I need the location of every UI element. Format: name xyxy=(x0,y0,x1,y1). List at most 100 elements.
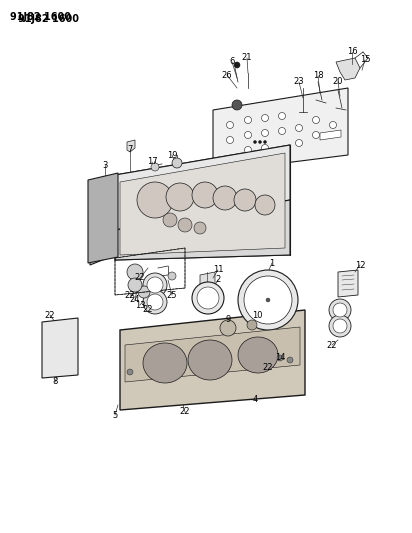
Circle shape xyxy=(258,141,262,143)
Circle shape xyxy=(128,278,142,292)
Circle shape xyxy=(147,277,163,293)
Text: 2: 2 xyxy=(215,276,220,285)
Circle shape xyxy=(227,136,234,143)
Circle shape xyxy=(197,287,219,309)
Circle shape xyxy=(255,195,275,215)
Polygon shape xyxy=(127,140,135,152)
Text: 22: 22 xyxy=(125,290,135,300)
Text: 13: 13 xyxy=(135,301,145,310)
Polygon shape xyxy=(120,310,305,410)
Circle shape xyxy=(329,315,351,337)
Circle shape xyxy=(312,117,319,124)
Polygon shape xyxy=(125,327,300,382)
Circle shape xyxy=(143,290,167,314)
Circle shape xyxy=(333,303,347,317)
Circle shape xyxy=(127,264,143,280)
Text: 22: 22 xyxy=(135,273,145,282)
Circle shape xyxy=(220,320,236,336)
Circle shape xyxy=(262,130,269,136)
Circle shape xyxy=(138,286,150,298)
Text: 22: 22 xyxy=(143,305,153,314)
Text: 26: 26 xyxy=(222,70,232,79)
Text: 10: 10 xyxy=(252,311,262,320)
Ellipse shape xyxy=(238,337,278,373)
Circle shape xyxy=(127,369,133,375)
Text: 5: 5 xyxy=(112,410,117,419)
Text: 22: 22 xyxy=(45,311,55,319)
Text: 22: 22 xyxy=(180,408,190,416)
Circle shape xyxy=(312,132,319,139)
Text: 8: 8 xyxy=(52,377,58,386)
Circle shape xyxy=(333,319,347,333)
Circle shape xyxy=(279,112,286,119)
Circle shape xyxy=(244,147,251,154)
Circle shape xyxy=(166,183,194,211)
Polygon shape xyxy=(120,153,285,255)
Circle shape xyxy=(247,320,257,330)
Text: 12: 12 xyxy=(355,261,365,270)
Text: 16: 16 xyxy=(346,47,357,56)
Circle shape xyxy=(213,186,237,210)
Circle shape xyxy=(232,100,242,110)
Circle shape xyxy=(295,125,302,132)
Polygon shape xyxy=(115,200,290,260)
Circle shape xyxy=(151,163,159,171)
Text: 24: 24 xyxy=(130,295,140,304)
Circle shape xyxy=(244,117,251,124)
Polygon shape xyxy=(42,318,78,378)
Circle shape xyxy=(266,298,270,302)
Text: 15: 15 xyxy=(360,55,370,64)
Circle shape xyxy=(172,158,182,168)
Circle shape xyxy=(234,189,256,211)
Circle shape xyxy=(264,141,267,143)
Polygon shape xyxy=(90,175,115,265)
Circle shape xyxy=(234,62,240,68)
Text: 19: 19 xyxy=(167,150,177,159)
Text: 1: 1 xyxy=(269,259,275,268)
Circle shape xyxy=(192,182,218,208)
Circle shape xyxy=(143,273,167,297)
Circle shape xyxy=(262,144,269,151)
Circle shape xyxy=(227,122,234,128)
Circle shape xyxy=(163,213,177,227)
Text: 91J82 1600: 91J82 1600 xyxy=(10,12,71,22)
Text: 21: 21 xyxy=(242,53,252,62)
Ellipse shape xyxy=(188,340,232,380)
Circle shape xyxy=(330,122,337,128)
Polygon shape xyxy=(88,173,118,263)
Polygon shape xyxy=(336,58,360,80)
Circle shape xyxy=(147,294,163,310)
Circle shape xyxy=(287,357,293,363)
Circle shape xyxy=(168,272,176,280)
Circle shape xyxy=(253,141,257,143)
Circle shape xyxy=(192,282,224,314)
Circle shape xyxy=(295,140,302,147)
Text: 9: 9 xyxy=(225,316,231,325)
Circle shape xyxy=(277,355,283,361)
Polygon shape xyxy=(320,130,341,140)
Circle shape xyxy=(194,222,206,234)
Polygon shape xyxy=(213,88,348,172)
Circle shape xyxy=(244,276,292,324)
Circle shape xyxy=(262,115,269,122)
Text: 4: 4 xyxy=(253,395,258,405)
Text: 3: 3 xyxy=(102,160,108,169)
Text: 11: 11 xyxy=(213,265,223,274)
Polygon shape xyxy=(200,272,215,288)
Circle shape xyxy=(329,299,351,321)
Text: 25: 25 xyxy=(167,290,177,300)
Circle shape xyxy=(178,218,192,232)
Text: 7: 7 xyxy=(127,146,133,155)
Polygon shape xyxy=(338,270,358,297)
Circle shape xyxy=(137,182,173,218)
Text: 18: 18 xyxy=(313,71,323,80)
Polygon shape xyxy=(115,145,290,230)
Text: 22: 22 xyxy=(263,362,273,372)
Text: 22: 22 xyxy=(327,341,337,350)
Text: 23: 23 xyxy=(294,77,304,86)
Circle shape xyxy=(244,132,251,139)
Text: 20: 20 xyxy=(333,77,343,86)
Text: 14: 14 xyxy=(275,353,285,362)
Text: 91J82 1600: 91J82 1600 xyxy=(18,14,79,24)
Ellipse shape xyxy=(143,343,187,383)
